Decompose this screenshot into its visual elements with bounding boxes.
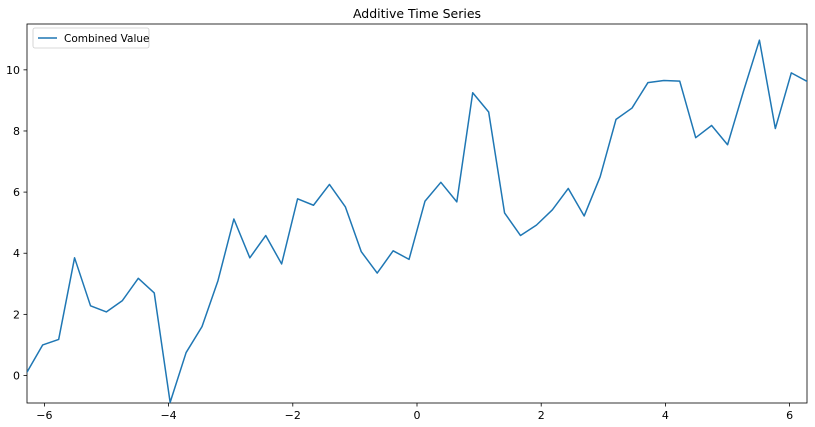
x-tick-label: −2	[285, 409, 301, 422]
y-tick-label: 8	[13, 125, 20, 138]
x-tick-label: 4	[662, 409, 669, 422]
legend-box	[32, 27, 150, 49]
x-tick-label: 0	[414, 409, 421, 422]
chart-title: Additive Time Series	[353, 6, 481, 21]
legend-label: Combined Value	[64, 33, 150, 45]
x-tick-label: −4	[160, 409, 176, 422]
y-tick-label: 2	[13, 308, 20, 321]
series-line-combined-value	[27, 39, 807, 403]
x-tick-label: 6	[786, 409, 793, 422]
y-tick-label: 6	[13, 186, 20, 199]
plot-area-frame	[26, 23, 808, 404]
y-tick-label: 4	[13, 247, 20, 260]
x-tick-label: 2	[538, 409, 545, 422]
y-tick-label: 10	[6, 64, 20, 77]
y-tick-label: 0	[13, 369, 20, 382]
x-tick-label: −6	[36, 409, 52, 422]
